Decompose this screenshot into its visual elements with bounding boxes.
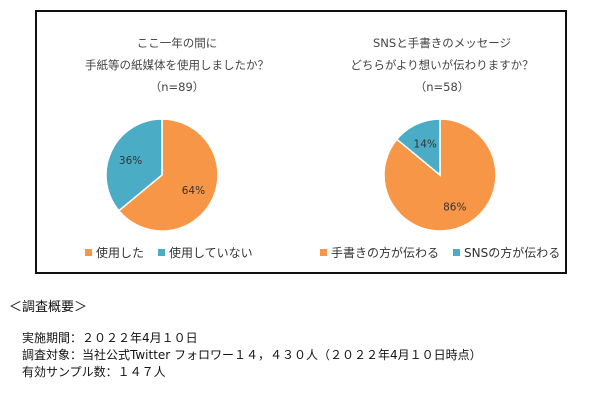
pie-slice-0-1 — [105, 118, 163, 212]
summary-target: 調査対象：当社公式Twitter フォロワー１４，４３０人（２０２２年4月１０日… — [22, 348, 482, 362]
left-title-line-3: （n=89） — [149, 80, 205, 94]
legend-item-handwritten: 手書きの方が伝わる — [320, 244, 439, 261]
pie-data-label-1-1: 14% — [414, 139, 437, 151]
survey-summary-heading: ＜調査概要＞ — [9, 300, 88, 315]
right-legend: 手書きの方が伝わる SNSの方が伝わる — [320, 244, 568, 261]
legend-label-sns: SNSの方が伝わる — [464, 246, 561, 260]
legend-swatch-orange — [320, 249, 327, 256]
left-title-line-2: 手紙等の紙媒体を使用しましたか？ — [85, 58, 269, 72]
summary-sample-size: 有効サンプル数：１４７人 — [22, 365, 166, 379]
left-title-line-1: ここ一年の間に — [136, 36, 218, 50]
legend-label-handwritten: 手書きの方が伝わる — [331, 246, 440, 260]
right-title-line-1: SNSと手書きのメッセージ — [373, 36, 511, 50]
right-title-line-3: （n=58） — [414, 80, 470, 94]
legend-item-not-used: 使用していない — [158, 244, 253, 261]
chart-frame: ここ一年の間に 手紙等の紙媒体を使用しましたか？ （n=89） 64% 36% 使… — [35, 10, 567, 274]
legend-item-sns: SNSの方が伝わる — [453, 244, 560, 261]
right-chart-title: SNSと手書きのメッセージ どちらがより想いが伝わりますか？ （n=58） — [342, 32, 542, 98]
legend-label-not-used: 使用していない — [169, 246, 253, 260]
pie-slice-0-0 — [117, 118, 219, 232]
pie-data-label-1-0: 86% — [443, 201, 466, 213]
left-chart-title: ここ一年の間に 手紙等の紙媒体を使用しましたか？ （n=89） — [77, 32, 277, 98]
left-pie-chart: 64% 36% — [105, 118, 219, 232]
right-pie-chart: 86% 14% — [383, 118, 497, 232]
pie-data-label-0-0: 64% — [182, 185, 205, 197]
summary-period: 実施期間：２０２２年4月１０日 — [22, 331, 198, 345]
legend-swatch-blue — [158, 249, 166, 256]
legend-swatch-orange — [85, 249, 92, 256]
right-title-line-2: どちらがより想いが伝わりますか？ — [350, 58, 534, 72]
pie-data-label-0-1: 36% — [119, 155, 142, 167]
legend-label-used: 使用した — [96, 246, 145, 260]
pie-slice-1-1 — [395, 118, 441, 177]
survey-summary: 実施期間：２０２２年4月１０日 調査対象：当社公式Twitter フォロワー１４… — [22, 330, 482, 381]
left-legend: 使用した 使用していない — [85, 244, 261, 261]
legend-swatch-blue — [453, 249, 461, 256]
legend-item-used: 使用した — [85, 244, 144, 261]
